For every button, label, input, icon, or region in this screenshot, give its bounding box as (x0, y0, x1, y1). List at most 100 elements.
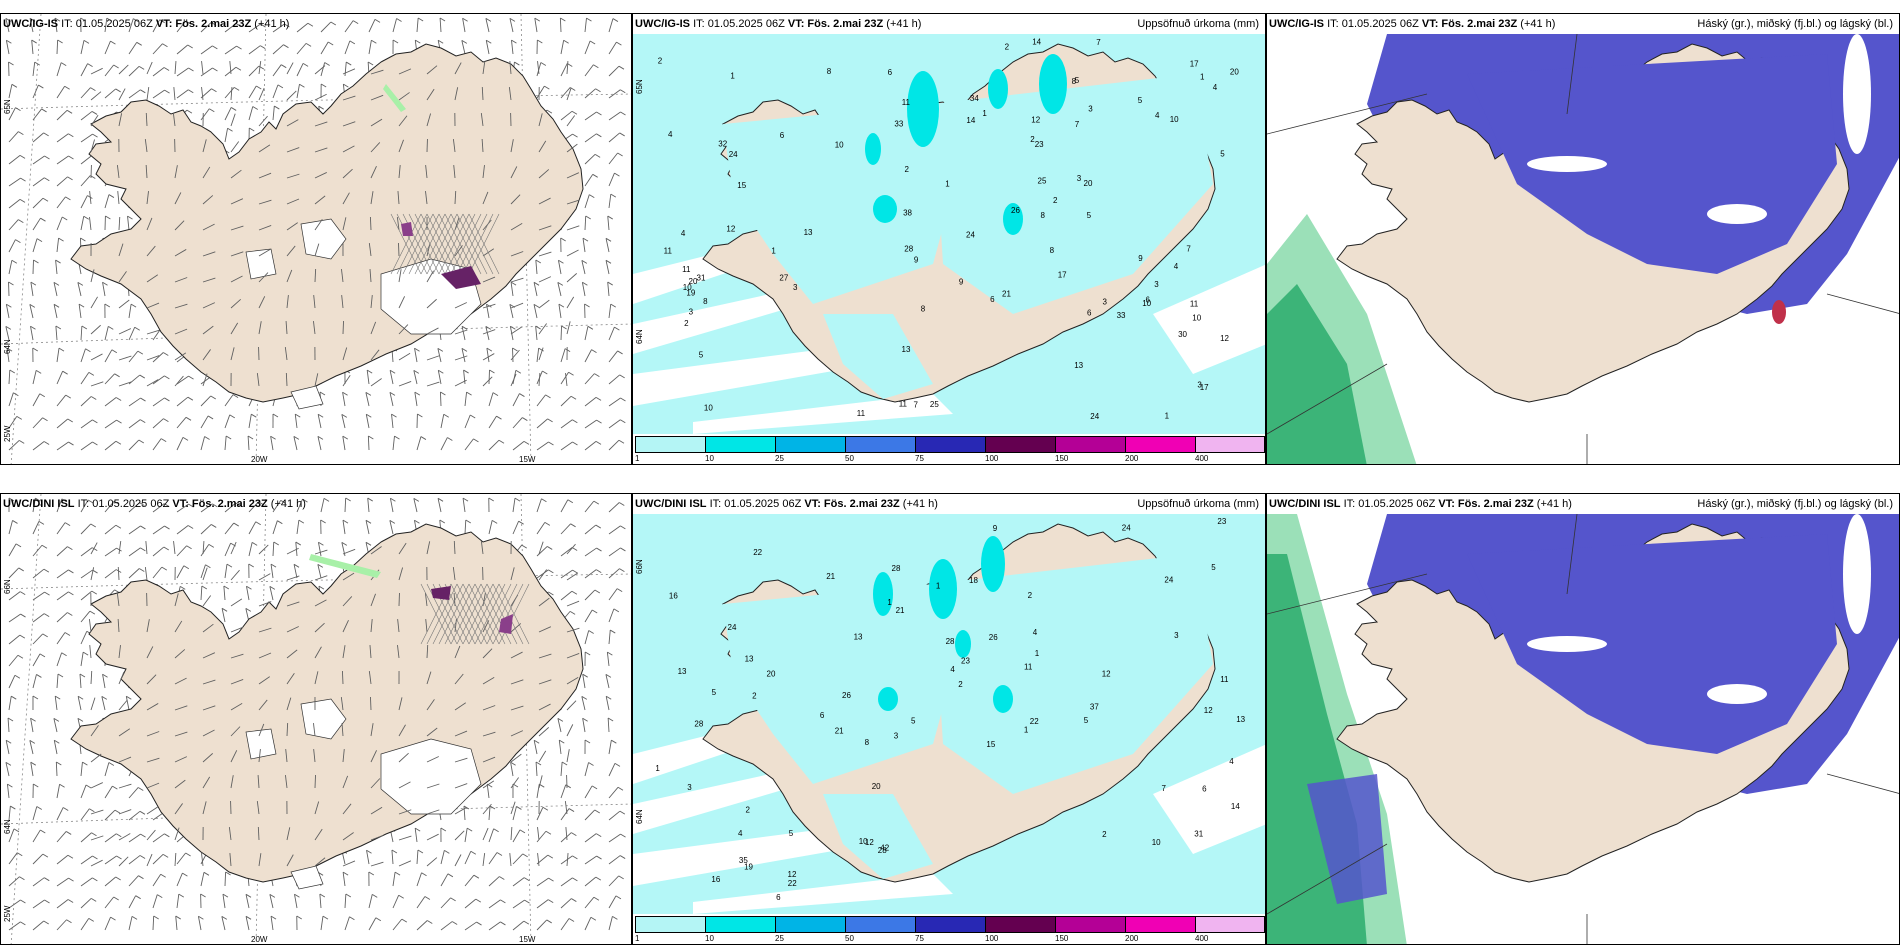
precip-value: 14 (1231, 802, 1240, 811)
precip-map-panel-ig-is: 4 3 4 3 4 6 7 7 2 3 5 4 8 8 5 6 5 8 7 5 6 3 10 11 10 9 6 38 32 34 24 27… (632, 13, 1266, 465)
precip-value: 3 (1088, 104, 1093, 113)
precip-value: 11 (682, 265, 691, 274)
precip-value: 10 (1152, 838, 1161, 847)
precip-value: 1 (1200, 72, 1205, 81)
wind-map-panel-dini-isl: 20W 15W 66N 64N 25W UWC/DINI ISL IT: 01.05.20… (0, 493, 632, 945)
precip-value: 3 (1174, 631, 1179, 640)
precip-value: 23 (961, 656, 970, 665)
valid-time: Fös. 2.mai 23Z (823, 498, 900, 510)
colorbar-label: 200 (1125, 454, 1139, 463)
init-time: IT: 01.05.2025 06Z (1327, 18, 1419, 30)
precip-value: 3 (1197, 380, 1202, 389)
precip-value: 33 (894, 119, 903, 128)
colorbar-label: 100 (985, 454, 999, 463)
precip-value: 15 (986, 740, 995, 749)
valid-time: Fös. 2.mai 23Z (807, 18, 884, 30)
precip-value: 10 (835, 140, 844, 149)
precip-over-land (723, 554, 1213, 879)
colorbar-label: 10 (705, 934, 714, 943)
lon-label: 20W (251, 455, 268, 464)
field-label: Háský (gr.), miðský (fj.bl.) og lágský (… (1697, 498, 1893, 510)
precip-value: 21 (826, 572, 835, 581)
precip-value: 22 (788, 879, 797, 888)
precip-value: 4 (668, 130, 673, 139)
precip-value: 5 (911, 717, 916, 726)
precip-value: 1 (887, 598, 892, 607)
precip-value: 1 (1165, 411, 1170, 420)
precip-value: 10 (704, 404, 713, 413)
precip-value: 12 (1220, 334, 1229, 343)
high-cloud (1267, 214, 1417, 464)
precip-value: 1 (730, 71, 735, 80)
colorbar-label: 1 (635, 934, 640, 943)
precip-value: 20 (1230, 68, 1239, 77)
glacier (300, 218, 347, 260)
precip-over-land (723, 74, 1213, 399)
precip-value: 7 (1162, 784, 1167, 793)
colorbar-swatch (635, 436, 705, 453)
colorbar-swatch (915, 436, 985, 453)
colorbar-swatch (1125, 916, 1195, 933)
precip-value: 9 (993, 524, 998, 533)
hatch-area (390, 213, 500, 275)
init-time: IT: 01.05.2025 06Z (693, 18, 785, 30)
precip-value: 6 (820, 711, 825, 720)
lon-label: 15W (519, 455, 536, 464)
precip-value: 24 (966, 231, 975, 240)
model-name: UWC/IG-IS (635, 18, 690, 30)
lat-label: 65N (635, 79, 644, 94)
precip-value: 2 (684, 319, 689, 328)
precip-value: 4 (738, 829, 743, 838)
precip-value: 4 (1155, 111, 1160, 120)
precip-value: 17 (1200, 383, 1209, 392)
precip-map: 3455657664451228161226421312101824379102… (633, 514, 1265, 914)
field-label: Háský (gr.), miðský (fj.bl.) og lágský (… (1697, 18, 1893, 30)
init-time: IT: 01.05.2025 06Z (77, 498, 170, 510)
colorbar-label: 150 (1055, 934, 1069, 943)
precip-value: 7 (1186, 245, 1191, 254)
valid-time-label: VT: (172, 498, 189, 510)
lead-time: (+41 h) (270, 498, 306, 510)
precip-value: 6 (776, 893, 781, 902)
precip-value: 11 (857, 409, 866, 418)
region-lines (1267, 513, 1899, 944)
precip-value: 2 (1028, 591, 1033, 600)
colorbar-swatch (1055, 916, 1125, 933)
colorbar-swatch (775, 916, 845, 933)
colorbar-swatch (915, 916, 985, 933)
lat-label: 25W (3, 905, 12, 922)
precip-value: 13 (804, 228, 813, 237)
colorbar-swatch (635, 916, 705, 933)
panel-title: UWC/DINI ISL IT: 01.05.2025 06Z VT: Fös.… (3, 498, 306, 510)
lat-label: 25W (3, 425, 12, 442)
precip-value: 31 (697, 274, 706, 283)
precip-value: 3 (793, 283, 798, 292)
precip-value: 13 (1236, 715, 1245, 724)
precip-values: 4343467723548856587563101110963832342427… (658, 38, 1240, 422)
precip-value: 8 (1041, 211, 1046, 220)
precip-value: 26 (1011, 206, 1020, 215)
lead-time: (+41 h) (886, 18, 922, 30)
colorbar-swatch (775, 436, 845, 453)
panel-title: UWC/IG-IS IT: 01.05.2025 06Z VT: Fös. 2.… (635, 18, 921, 30)
lead-time: (+41 h) (1536, 498, 1572, 510)
precip-value: 8 (703, 297, 708, 306)
precip-value: 13 (854, 633, 863, 642)
panel-title: UWC/IG-IS IT: 01.05.2025 06Z VT: Fös. 2.… (3, 18, 289, 30)
precip-value: 24 (1090, 412, 1099, 421)
precip-value: 22 (1030, 717, 1039, 726)
precip-value: 11 (664, 247, 673, 256)
precip-value: 12 (1102, 670, 1111, 679)
wind-map (1, 14, 631, 464)
precip-value: 34 (970, 94, 979, 103)
colorbar-label: 100 (985, 934, 999, 943)
precip-value: 16 (669, 592, 678, 601)
precip-value: 8 (1050, 246, 1055, 255)
colorbar-swatch (705, 916, 775, 933)
precip-value: 28 (878, 846, 887, 855)
colorbar-swatch (1195, 436, 1265, 453)
valid-time-label: VT: (155, 18, 173, 30)
precip-value: 5 (1138, 96, 1143, 105)
precip-value: 20 (1084, 179, 1093, 188)
colorbar-swatch (985, 916, 1055, 933)
